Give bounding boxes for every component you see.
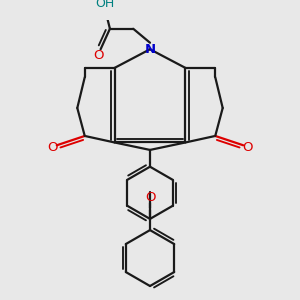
Text: OH: OH xyxy=(96,0,115,10)
Text: N: N xyxy=(144,43,156,56)
Text: O: O xyxy=(94,49,104,62)
Text: O: O xyxy=(47,141,57,154)
Text: O: O xyxy=(243,141,253,154)
Text: O: O xyxy=(145,191,155,204)
